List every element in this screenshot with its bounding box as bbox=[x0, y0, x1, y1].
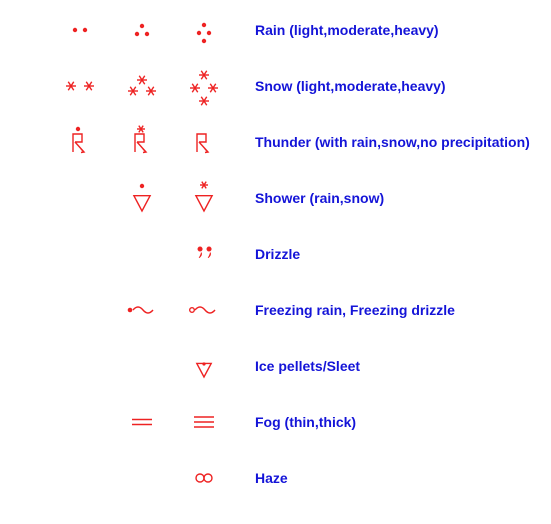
rain-moderate-icon bbox=[111, 15, 173, 45]
symbol-group bbox=[10, 468, 235, 488]
symbol-group bbox=[10, 410, 235, 434]
freezing-drizzle-icon bbox=[173, 300, 235, 320]
legend-label: Rain (light,moderate,heavy) bbox=[255, 22, 439, 38]
legend-label: Freezing rain, Freezing drizzle bbox=[255, 302, 455, 318]
haze-icon bbox=[173, 468, 235, 488]
symbol-group bbox=[10, 300, 235, 320]
legend-row: Shower (rain,snow) bbox=[10, 178, 541, 218]
legend-row: Rain (light,moderate,heavy) bbox=[10, 10, 541, 50]
shower-rain-icon bbox=[111, 180, 173, 216]
legend-label: Drizzle bbox=[255, 246, 300, 262]
symbol-group bbox=[10, 66, 235, 106]
legend-label: Snow (light,moderate,heavy) bbox=[255, 78, 446, 94]
thunder-none-icon bbox=[173, 124, 235, 160]
snow-heavy-icon bbox=[173, 66, 235, 106]
ice-pellets-icon bbox=[173, 351, 235, 381]
legend-row: Snow (light,moderate,heavy) bbox=[10, 66, 541, 106]
symbol-group bbox=[10, 351, 235, 381]
thunder-snow-icon bbox=[111, 124, 173, 160]
legend-row: Drizzle bbox=[10, 234, 541, 274]
legend-label: Thunder (with rain,snow,no precipitation… bbox=[255, 134, 530, 150]
thunder-rain-icon bbox=[49, 124, 111, 160]
drizzle-icon bbox=[173, 242, 235, 266]
symbol-group bbox=[10, 180, 235, 216]
legend-label: Ice pellets/Sleet bbox=[255, 358, 360, 374]
symbol-group bbox=[10, 13, 235, 47]
legend-row: Fog (thin,thick) bbox=[10, 402, 541, 442]
legend-label: Fog (thin,thick) bbox=[255, 414, 356, 430]
legend-label: Haze bbox=[255, 470, 288, 486]
legend-label: Shower (rain,snow) bbox=[255, 190, 384, 206]
shower-snow-icon bbox=[173, 180, 235, 216]
snow-light-icon bbox=[49, 71, 111, 101]
fog-thin-icon bbox=[111, 410, 173, 434]
legend-row: Thunder (with rain,snow,no precipitation… bbox=[10, 122, 541, 162]
rain-heavy-icon bbox=[173, 13, 235, 47]
legend-row: Freezing rain, Freezing drizzle bbox=[10, 290, 541, 330]
fog-thick-icon bbox=[173, 410, 235, 434]
legend-row: Haze bbox=[10, 458, 541, 498]
symbol-group bbox=[10, 124, 235, 160]
snow-moderate-icon bbox=[111, 71, 173, 101]
symbol-group bbox=[10, 242, 235, 266]
weather-symbol-legend: Rain (light,moderate,heavy) Snow (light,m… bbox=[10, 10, 541, 498]
freezing-rain-icon bbox=[111, 300, 173, 320]
legend-row: Ice pellets/Sleet bbox=[10, 346, 541, 386]
rain-light-icon bbox=[49, 15, 111, 45]
